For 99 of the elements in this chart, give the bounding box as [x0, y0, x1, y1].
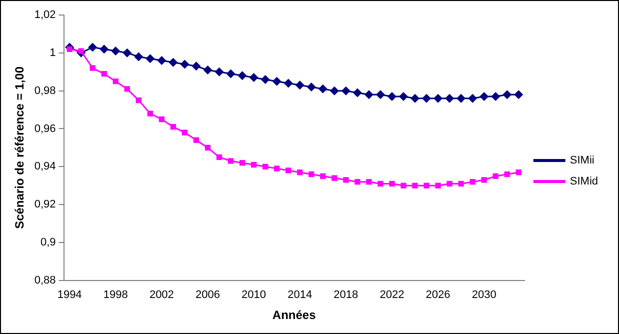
point	[376, 90, 385, 100]
point	[481, 177, 487, 183]
point	[286, 168, 292, 174]
point	[158, 116, 165, 122]
point	[90, 65, 96, 71]
point	[260, 74, 270, 84]
point	[389, 180, 395, 187]
point	[516, 170, 522, 176]
point	[203, 65, 212, 74]
point	[468, 94, 478, 103]
x-axis-title: Années	[272, 308, 316, 322]
point	[204, 144, 211, 151]
x-tick-label: 2018	[334, 289, 358, 302]
point	[480, 92, 489, 102]
point	[192, 62, 201, 71]
x-tick-label: 2006	[195, 289, 220, 302]
point	[66, 46, 72, 52]
point	[112, 78, 118, 84]
point	[136, 97, 142, 104]
x-tick-label: 2022	[380, 289, 404, 302]
point	[228, 158, 234, 164]
point	[341, 86, 350, 96]
x-tick-label: 1994	[57, 289, 82, 302]
point	[147, 110, 153, 116]
point	[470, 178, 476, 185]
point	[226, 69, 236, 78]
point	[168, 58, 178, 67]
point	[262, 164, 268, 170]
point	[400, 182, 406, 188]
point	[306, 82, 316, 92]
point	[491, 92, 500, 102]
point	[410, 94, 420, 103]
point	[111, 46, 120, 56]
y-tick-label: 0,96	[34, 122, 56, 135]
point	[435, 182, 441, 188]
y-tick-label: 1,02	[34, 9, 56, 22]
point	[170, 124, 176, 130]
y-tick-label: 0,98	[34, 84, 56, 97]
point	[343, 177, 349, 183]
point	[318, 84, 328, 94]
y-tick-label: 0,92	[34, 198, 56, 211]
point	[366, 178, 372, 185]
point	[434, 94, 443, 103]
point	[122, 48, 132, 58]
point	[504, 171, 510, 178]
point	[364, 90, 374, 100]
point	[412, 182, 418, 188]
point	[249, 73, 258, 82]
point	[100, 44, 109, 54]
point	[308, 171, 314, 178]
point	[134, 52, 144, 62]
point	[193, 137, 200, 143]
point	[320, 173, 326, 179]
x-tick-label: 2014	[288, 289, 312, 302]
x-tick-label: 2026	[426, 289, 450, 302]
point	[458, 180, 464, 187]
point	[88, 42, 98, 52]
point	[238, 71, 247, 80]
point	[295, 80, 304, 90]
point	[446, 180, 452, 187]
point	[398, 92, 408, 102]
point	[124, 86, 130, 92]
y-tick-label: 0,88	[34, 274, 56, 286]
point	[274, 166, 280, 172]
x-tick-label: 2030	[472, 289, 496, 302]
x-tick-label: 1998	[103, 289, 128, 302]
point	[492, 173, 498, 179]
point	[250, 162, 257, 168]
point	[514, 90, 524, 100]
point	[157, 56, 166, 65]
point	[216, 154, 222, 160]
y-tick-label: 0,94	[34, 160, 56, 173]
point	[272, 76, 282, 86]
point	[180, 60, 190, 69]
point	[456, 94, 466, 103]
x-tick-label: 2010	[242, 289, 266, 302]
point	[445, 94, 454, 103]
y-tick-label: 0,9	[40, 236, 56, 249]
point	[330, 86, 339, 96]
point	[239, 160, 246, 166]
point	[387, 92, 396, 102]
point	[182, 130, 188, 136]
point	[354, 178, 360, 185]
x-tick-label: 2002	[149, 289, 174, 302]
point	[284, 78, 293, 88]
legend-label: SIMid	[570, 176, 598, 188]
point	[352, 88, 362, 98]
point	[297, 170, 303, 176]
legend-label: SIMii	[570, 154, 594, 167]
point	[214, 67, 224, 76]
point	[101, 70, 107, 77]
point	[146, 54, 155, 64]
point	[378, 180, 384, 187]
point	[424, 182, 430, 188]
point	[502, 90, 512, 100]
y-axis-title: Scénario de référence = 1,00	[12, 66, 27, 229]
point	[332, 175, 338, 181]
y-tick-label: 1	[50, 46, 56, 59]
point	[422, 94, 432, 103]
